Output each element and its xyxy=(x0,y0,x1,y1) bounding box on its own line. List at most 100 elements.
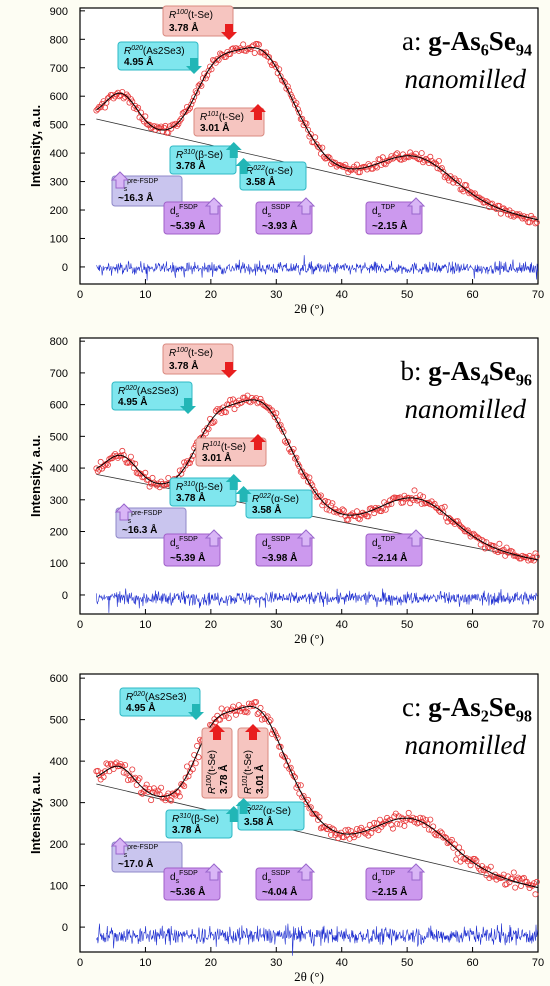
data-point xyxy=(296,109,303,116)
arrow-icon xyxy=(110,171,130,189)
annotation-value: 4.95 Å xyxy=(118,395,147,408)
data-point xyxy=(306,805,313,812)
composition: g-As₂Se₉₈ xyxy=(428,692,532,722)
data-point xyxy=(300,793,307,800)
data-point xyxy=(234,707,241,714)
data-point xyxy=(358,824,365,831)
annotation: dsFSDP~5.36 Å xyxy=(163,863,224,901)
data-point xyxy=(314,143,321,150)
annotation-box xyxy=(169,145,237,175)
annotation-box xyxy=(111,175,183,207)
data-point xyxy=(214,56,221,63)
background-line xyxy=(96,783,539,889)
arrow-icon xyxy=(235,158,252,174)
annotation-label: R100(t-Se) xyxy=(169,9,213,21)
annotation-value: 3.58 Å xyxy=(252,503,281,516)
data-point xyxy=(418,150,425,157)
data-point xyxy=(110,95,117,102)
annotation-label: R310(β-Se) xyxy=(176,149,223,161)
data-point xyxy=(335,835,342,842)
data-point xyxy=(104,761,111,768)
annotation-label: dsTDP xyxy=(372,204,395,219)
data-point xyxy=(425,499,432,506)
fit-line xyxy=(96,47,539,221)
annotation: R310(β-Se)3.78 Å xyxy=(165,806,242,839)
annotation: dsTDP~2.14 Å xyxy=(365,529,426,567)
data-point xyxy=(176,793,183,800)
x-tick-label: 60 xyxy=(466,957,478,969)
annotation: dspre-FSDP~17.0 Å xyxy=(110,837,183,873)
y-tick-label: 400 xyxy=(50,756,68,768)
data-point xyxy=(348,167,355,174)
data-point xyxy=(312,134,319,141)
data-point xyxy=(371,819,378,826)
annotation-value: 3.01 Å xyxy=(253,765,266,794)
data-point xyxy=(299,115,306,122)
data-point xyxy=(217,716,224,723)
annotation: dsSSDP~4.04 Å xyxy=(255,863,316,901)
data-point xyxy=(520,874,527,881)
annotation: dsFSDP~5.39 Å xyxy=(163,529,224,567)
arrow-icon xyxy=(204,863,224,881)
data-point xyxy=(343,832,350,839)
arrow-icon xyxy=(225,142,242,158)
y-tick-label: 500 xyxy=(50,120,68,132)
arrow-icon xyxy=(204,197,224,215)
panel-b-chart: 0 10 20 30 40 50 60 700100200300400500600700800… xyxy=(28,336,544,646)
arrow-icon xyxy=(245,724,261,740)
y-tick-label: 200 xyxy=(50,527,68,539)
data-point xyxy=(532,220,539,227)
data-point xyxy=(417,492,424,499)
data-point xyxy=(353,825,360,832)
data-point xyxy=(106,456,113,463)
data-point xyxy=(143,781,150,788)
data-point xyxy=(225,715,232,722)
data-point xyxy=(119,447,126,454)
annotation-value: 3.58 Å xyxy=(244,815,273,828)
panel-a: 0 10 20 30 40 50 60 70 0 100 200 300 400 500 600 700 800… xyxy=(0,0,550,318)
data-point xyxy=(411,487,418,494)
data-point xyxy=(317,492,324,499)
data-point xyxy=(289,770,296,777)
annotation-value: ~2.15 Å xyxy=(372,885,407,898)
y-tick-label: 700 xyxy=(50,368,68,380)
x-tick-label: 10 xyxy=(139,619,151,631)
annotation-box xyxy=(195,437,267,467)
x-axis-title: 2θ (°) xyxy=(294,631,324,646)
data-point xyxy=(245,398,252,405)
panel-label: b: xyxy=(400,356,428,386)
data-point xyxy=(217,50,224,57)
data-point xyxy=(528,556,535,563)
annotation-box xyxy=(365,867,423,901)
panel-c-chart: 0 10 20 30 40 50 60 70 0 100 200 300 400 500 600 Intens… xyxy=(28,673,544,984)
annotation-box xyxy=(237,801,305,831)
annotation-box xyxy=(115,507,187,539)
data-point xyxy=(489,200,496,207)
data-point xyxy=(162,797,169,804)
annotation-label: dsFSDP xyxy=(170,870,198,885)
data-point xyxy=(243,708,250,715)
data-point xyxy=(277,73,284,80)
data-point xyxy=(183,763,190,770)
data-point xyxy=(119,89,126,96)
data-point xyxy=(499,874,506,881)
data-point xyxy=(458,849,465,856)
x-tick-label: 50 xyxy=(401,619,413,631)
annotation-box xyxy=(365,533,423,567)
annotation-value: 3.78 Å xyxy=(217,765,230,794)
annotation-label: R022(α-Se) xyxy=(244,805,291,817)
data-point xyxy=(294,782,301,789)
data-point xyxy=(437,828,444,835)
annotation-value: ~4.04 Å xyxy=(262,885,297,898)
x-tick-label: 0 xyxy=(77,289,83,301)
data-point xyxy=(165,129,172,136)
data-point xyxy=(512,884,519,891)
arrow-icon xyxy=(406,529,426,547)
annotation: dspre-FSDP~16.3 Å xyxy=(114,503,187,539)
data-point xyxy=(102,768,109,775)
data-point xyxy=(388,821,395,828)
data-point xyxy=(450,844,457,851)
annotation-value: ~2.15 Å xyxy=(372,219,407,232)
data-point xyxy=(316,144,323,151)
